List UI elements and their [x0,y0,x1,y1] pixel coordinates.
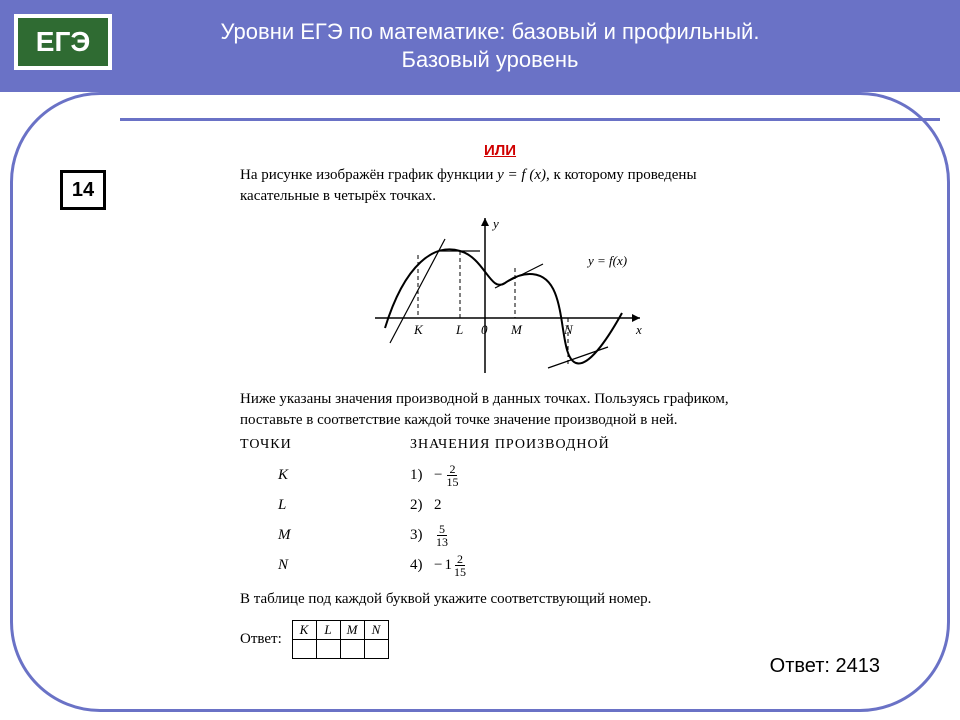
values-column: ЗНАЧЕНИЯ ПРОИЗВОДНОЙ 1) −2152) 23) 5134)… [410,435,760,581]
final-answer: Ответ: 2413 [770,655,880,678]
point-row: M [240,521,410,551]
answer-block: Ответ: KLMN [240,620,760,659]
question-number-box: 14 [60,170,106,210]
slide-title: Уровни ЕГЭ по математике: базовый и проф… [120,18,860,74]
match-columns: ТОЧКИ KLMN ЗНАЧЕНИЯ ПРОИЗВОДНОЙ 1) −2152… [240,435,760,581]
slide-header: ЕГЭ Уровни ЕГЭ по математике: базовый и … [0,0,960,92]
point-row: L [240,491,410,521]
ege-logo: ЕГЭ [14,14,112,70]
problem-intro: На рисунке изображён график функции y = … [240,165,760,207]
point-row: K [240,461,410,491]
svg-text:L: L [455,322,463,337]
values-header: ЗНАЧЕНИЯ ПРОИЗВОДНОЙ [410,435,760,455]
or-label: ИЛИ [240,140,760,161]
point-row: N [240,551,410,581]
svg-text:y: y [491,216,499,231]
problem-content: 14 ИЛИ На рисунке изображён график функц… [50,140,920,700]
points-column: ТОЧКИ KLMN [240,435,410,581]
answer-table: KLMN [292,620,389,659]
problem-instruction: Ниже указаны значения производной в данн… [240,389,760,431]
value-row: 3) 513 [410,521,760,551]
answer-instruction: В таблице под каждой буквой укажите соот… [240,589,760,610]
problem-body: ИЛИ На рисунке изображён график функции … [240,140,760,659]
svg-text:x: x [635,322,642,337]
function-graph: xyKL0MNy = f(x) [350,213,650,383]
value-row: 1) −215 [410,461,760,491]
answer-label: Ответ: [240,631,282,647]
points-header: ТОЧКИ [240,435,410,455]
svg-text:M: M [510,322,523,337]
svg-text:y = f(x): y = f(x) [586,253,627,268]
value-row: 2) 2 [410,491,760,521]
header-underline [120,118,940,121]
value-row: 4) −1215 [410,551,760,581]
svg-text:0: 0 [481,322,488,337]
svg-text:K: K [413,322,424,337]
